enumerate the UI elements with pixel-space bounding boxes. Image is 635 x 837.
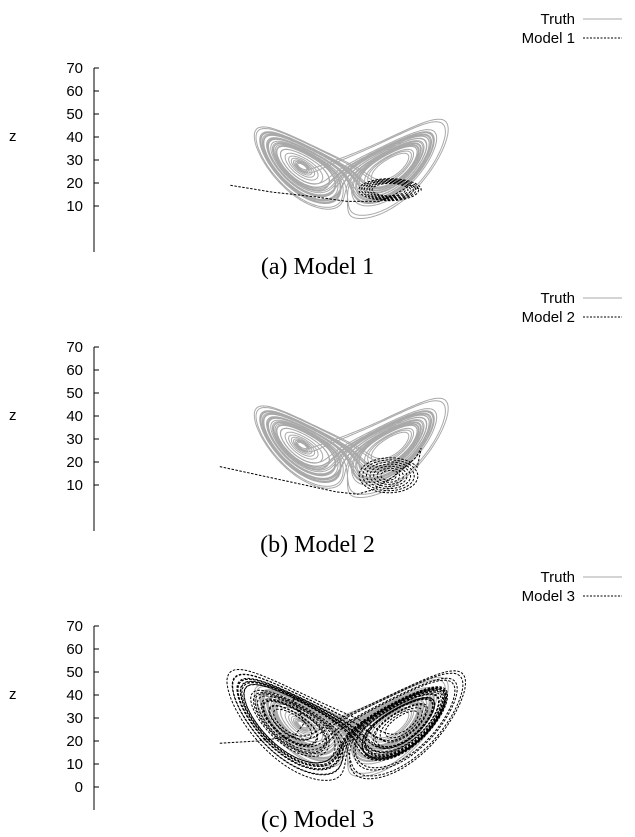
z-tick-label: 40	[66, 687, 83, 704]
panel-c: Truth Model 3 z 0 10 20 30 40 50 60 70 (c) Model 3	[0, 558, 635, 836]
z-tick-label: 70	[66, 60, 83, 77]
z-tick-label: 10	[66, 756, 83, 773]
legend-label: Truth	[541, 569, 575, 586]
series-model-3	[219, 668, 467, 781]
chart-b: Truth Model 2 z 10 20 30 40 50 60 70	[9, 290, 622, 531]
chart-a: Truth Model 1 z 10 20 30 40 50 60 70	[9, 11, 622, 252]
z-tick-label: 60	[66, 362, 83, 379]
z-tick-label: 10	[66, 477, 83, 494]
z-tick-label: 30	[66, 431, 83, 448]
z-tick-label: 40	[66, 408, 83, 425]
z-tick-label: 30	[66, 710, 83, 727]
series-model-2	[219, 447, 422, 495]
legend-label: Truth	[541, 290, 575, 307]
series-model-1	[230, 178, 422, 202]
z-tick-label: 50	[66, 385, 83, 402]
caption-c: (c) Model 3	[260, 807, 375, 833]
z-tick-label: 50	[66, 664, 83, 681]
z-tick-label: 20	[66, 733, 83, 750]
z-tick-label: 70	[66, 339, 83, 356]
z-tick-label: 40	[66, 129, 83, 146]
z-tick-label: 50	[66, 106, 83, 123]
legend-label: Truth	[541, 11, 575, 28]
caption-b: (b) Model 2	[260, 532, 375, 558]
z-axis-label: z	[9, 128, 17, 145]
z-tick-label: 10	[66, 198, 83, 215]
panel-b: Truth Model 2 z 10 20 30 40 50 60 70 (b) Model 2	[0, 279, 635, 558]
z-axis-label: z	[9, 407, 17, 424]
chart-c: Truth Model 3 z 0 10 20 30 40 50 60 70	[9, 569, 622, 810]
caption-a: (a) Model 1	[260, 254, 375, 280]
legend-label: Model 2	[522, 309, 575, 326]
z-axis-label: z	[9, 686, 17, 703]
z-tick-label: 20	[66, 454, 83, 471]
panel-a: Truth Model 1 z 10 20 30 40 50 60 70 (a) Model 1	[0, 0, 635, 280]
z-tick-label: 70	[66, 618, 83, 635]
series-truth	[253, 118, 449, 219]
z-tick-label: 20	[66, 175, 83, 192]
legend-label: Model 3	[522, 588, 575, 605]
z-tick-label: 60	[66, 641, 83, 658]
z-tick-label: 0	[75, 779, 83, 796]
z-tick-label: 30	[66, 152, 83, 169]
z-tick-label: 60	[66, 83, 83, 100]
series-truth	[253, 397, 449, 498]
legend-label: Model 1	[522, 30, 575, 47]
